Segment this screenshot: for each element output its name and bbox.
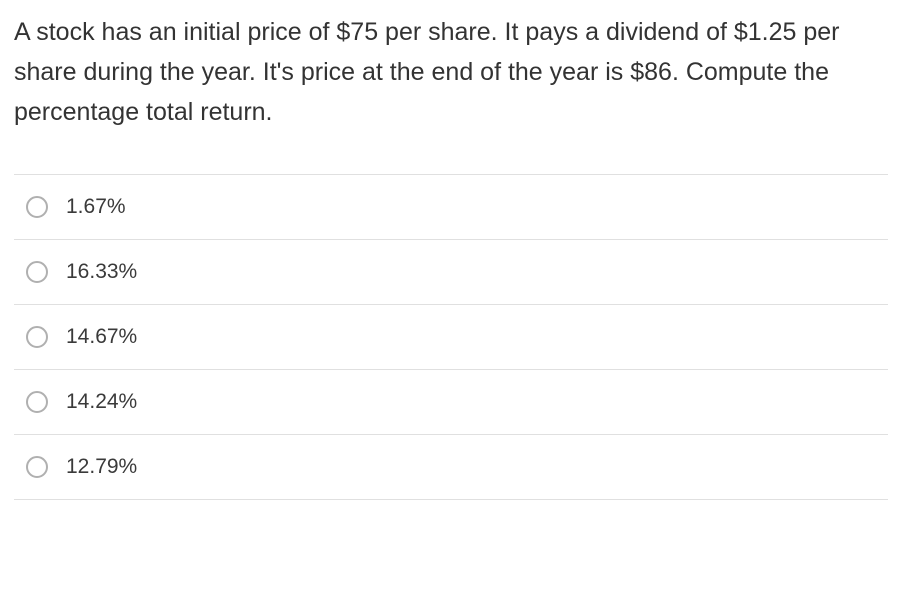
radio-icon[interactable] xyxy=(26,456,48,478)
radio-icon[interactable] xyxy=(26,326,48,348)
question-text: A stock has an initial price of $75 per … xyxy=(14,12,888,132)
option-row[interactable]: 16.33% xyxy=(14,240,888,305)
options-list: 1.67% 16.33% 14.67% 14.24% 12.79% xyxy=(14,174,888,500)
option-label: 14.24% xyxy=(66,390,137,414)
option-label: 12.79% xyxy=(66,455,137,479)
option-row[interactable]: 14.67% xyxy=(14,305,888,370)
option-row[interactable]: 12.79% xyxy=(14,435,888,500)
radio-icon[interactable] xyxy=(26,196,48,218)
option-label: 1.67% xyxy=(66,195,126,219)
option-label: 14.67% xyxy=(66,325,137,349)
option-row[interactable]: 1.67% xyxy=(14,175,888,240)
radio-icon[interactable] xyxy=(26,391,48,413)
radio-icon[interactable] xyxy=(26,261,48,283)
option-label: 16.33% xyxy=(66,260,137,284)
option-row[interactable]: 14.24% xyxy=(14,370,888,435)
